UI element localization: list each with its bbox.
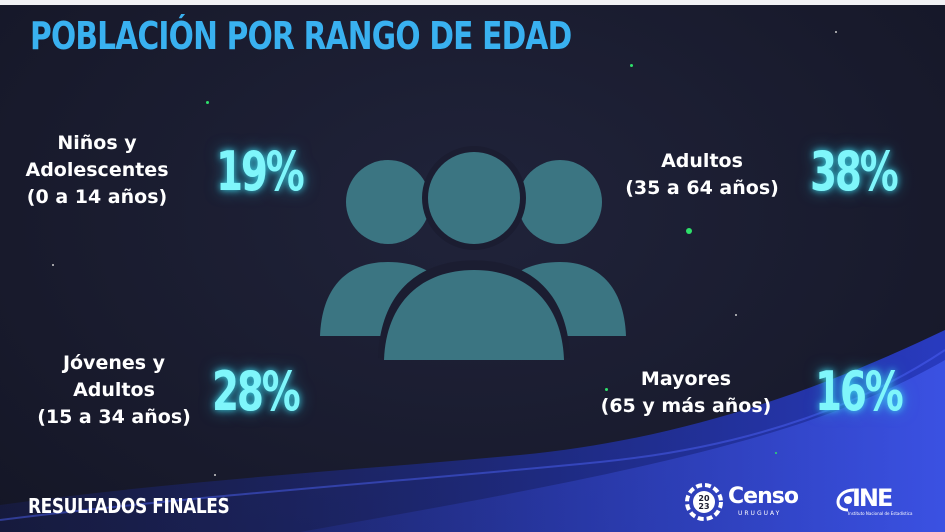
star-dot: [206, 101, 209, 104]
group-label-line: (0 a 14 años): [26, 186, 168, 208]
star-dot: [686, 228, 692, 234]
group-percent-adultos: 38%: [810, 140, 899, 203]
group-percent-jovenes: 28%: [212, 360, 301, 423]
group-label-line: Niños y: [57, 132, 137, 154]
group-label-line: Mayores: [640, 368, 732, 390]
group-percent-ninos: 19%: [216, 140, 305, 203]
people-group-icon: [320, 146, 626, 360]
star-dot: [775, 452, 777, 454]
censo-subtitle: URUGUAY: [738, 510, 782, 517]
group-label-line: Adolescentes: [25, 159, 169, 181]
group-label-line: Adultos: [73, 379, 155, 401]
group-percent-mayores: 16%: [815, 360, 904, 423]
group-label-line: (15 a 34 años): [37, 406, 191, 428]
censo-badge-icon: 20 23: [685, 483, 723, 521]
star-dot: [232, 160, 234, 162]
group-label-line: Jóvenes y: [62, 352, 166, 374]
group-label-jovenes: Jóvenes y Adultos (15 a 34 años): [34, 350, 194, 431]
group-label-adultos: Adultos (35 a 64 años): [622, 148, 782, 202]
star-dot: [835, 31, 837, 33]
group-label-ninos: Niños y Adolescentes (0 a 14 años): [24, 130, 170, 211]
star-dot: [735, 314, 737, 316]
star-dot: [214, 474, 216, 476]
ine-logo: INE Instituto Nacional de Estadística: [836, 484, 916, 520]
censo-logo: 20 23 Censo URUGUAY: [684, 482, 804, 522]
censo-year-bottom: 23: [698, 502, 709, 511]
censo-year-top: 20: [698, 494, 710, 503]
group-label-line: (65 y más años): [600, 395, 772, 417]
ine-swoosh-icon: [836, 488, 855, 512]
group-label-line: (35 a 64 años): [625, 177, 779, 199]
star-dot: [630, 64, 633, 67]
page-title: POBLACIÓN POR RANGO DE EDAD: [30, 14, 572, 58]
star-dot: [52, 264, 54, 266]
ine-subtitle: Instituto Nacional de Estadística: [848, 511, 913, 516]
ine-name: INE: [852, 484, 893, 512]
footer-title: RESULTADOS FINALES: [28, 494, 230, 518]
group-label-mayores: Mayores (65 y más años): [584, 366, 788, 420]
top-border: [0, 0, 945, 5]
star-dot: [605, 388, 608, 391]
group-label-line: Adultos: [661, 150, 743, 172]
censo-name: Censo: [728, 484, 799, 509]
